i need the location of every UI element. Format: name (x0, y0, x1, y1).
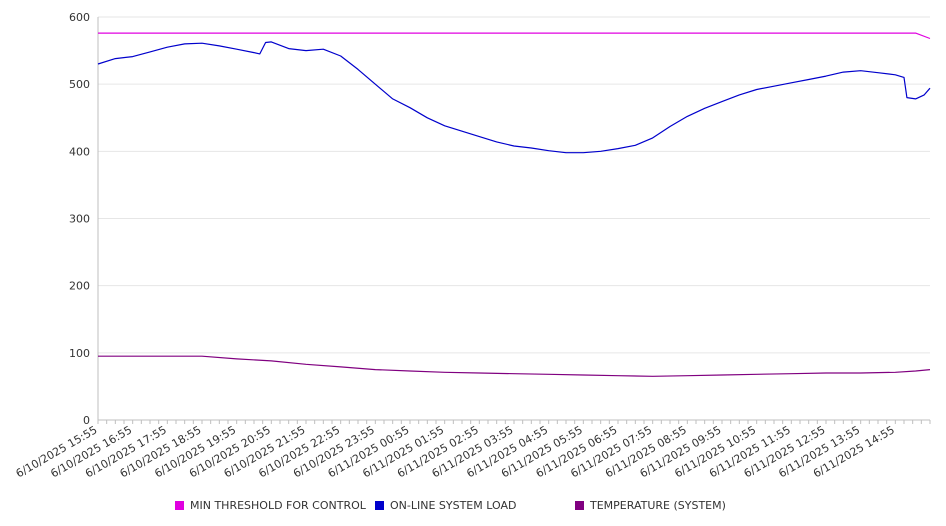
series-line-threshold (98, 32, 931, 40)
y-tick-label: 200 (69, 280, 90, 293)
y-tick-label: 300 (69, 213, 90, 226)
x-tick-labels: 6/10/2025 15:556/10/2025 16:556/10/2025 … (14, 423, 897, 480)
y-tick-label: 600 (69, 11, 90, 24)
legend-swatch-threshold (175, 501, 184, 510)
y-tick-label: 500 (69, 78, 90, 91)
y-tick-label: 400 (69, 145, 90, 158)
legend-label-threshold: MIN THRESHOLD FOR CONTROL (190, 499, 366, 512)
gridlines (98, 16, 930, 354)
line-chart: 0 100 200 300 400 500 600 6/10/2025 15:556/10/… (14, 11, 931, 480)
legend-swatch-temperature (575, 501, 584, 510)
series-lines (97, 32, 931, 377)
legend-label-load: ON-LINE SYSTEM LOAD (390, 499, 517, 512)
axes (97, 17, 931, 424)
y-tick-labels: 0 100 200 300 400 500 600 (69, 11, 90, 427)
legend-swatch-load (375, 501, 384, 510)
legend-item-temperature[interactable]: TEMPERATURE (SYSTEM) (575, 499, 726, 512)
series-line-temperature (98, 355, 931, 377)
legend-item-load[interactable]: ON-LINE SYSTEM LOAD (375, 499, 516, 512)
legend: MIN THRESHOLD FOR CONTROL ON-LINE SYSTEM… (0, 497, 946, 515)
y-tick-label: 0 (83, 414, 90, 427)
y-tick-label: 100 (69, 347, 90, 360)
legend-label-temperature: TEMPERATURE (SYSTEM) (590, 499, 726, 512)
legend-item-threshold[interactable]: MIN THRESHOLD FOR CONTROL (175, 499, 366, 512)
series-line-load (97, 41, 931, 154)
